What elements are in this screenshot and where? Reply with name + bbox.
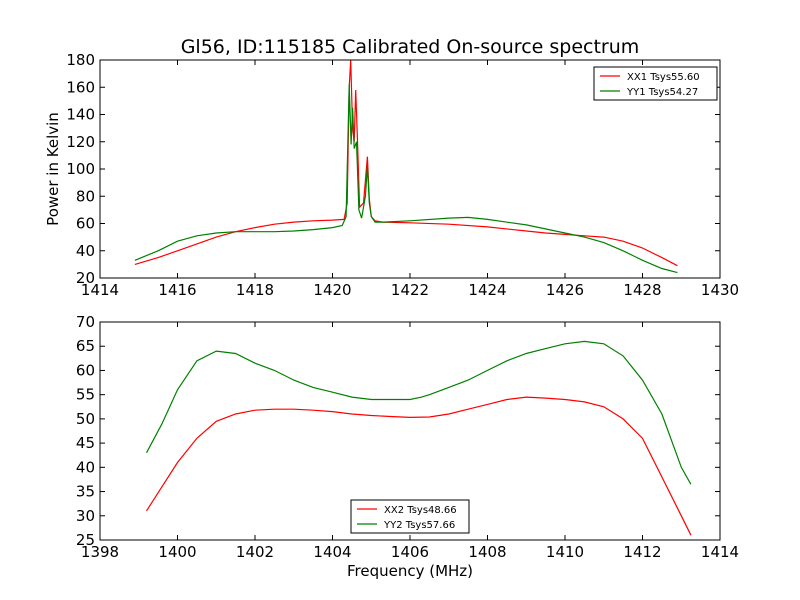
series-line-2-2 [145, 340, 692, 485]
legend-label: YY2 Tsys57.66 [383, 520, 455, 531]
top-spectrum-panel: 1414 1416 1418 1420 1422 1424 1426 1428 1430 20 40… [44, 51, 739, 299]
x-tick-label: 1420 [313, 281, 351, 299]
legend-box [350, 499, 470, 534]
legend-label: YY1 Tsys54.27 [626, 87, 698, 98]
y-axis-label: Power in Kelvin [44, 112, 62, 226]
y-tick-label: 60 [76, 215, 95, 233]
y-tick-label: 20 [76, 269, 95, 287]
y-tick-label: 160 [66, 78, 95, 96]
x-tick-label: 1406 [391, 543, 429, 561]
legend-label: XX1 Tsys55.60 [627, 72, 700, 83]
y-tick-label: 40 [76, 458, 95, 476]
x-tick-label: 1412 [623, 543, 661, 561]
y-tick-label: 65 [76, 337, 95, 355]
y-tick-label: 35 [76, 483, 95, 501]
x-tick-label: 1414 [81, 281, 119, 299]
series-line-1-2 [134, 84, 678, 274]
y-tick-label: 45 [76, 434, 95, 452]
x-tick-label: 1404 [313, 543, 351, 561]
series-line-2-1 [145, 396, 692, 536]
y-tick-label: 140 [66, 106, 95, 124]
y-tick-label: 180 [66, 51, 95, 69]
x-tick-label: 1430 [701, 281, 739, 299]
x-tick-label: 1400 [158, 543, 196, 561]
y-tick-label: 60 [76, 361, 95, 379]
series-line-1-1 [134, 60, 678, 267]
x-tick-label: 1398 [81, 543, 119, 561]
y-tick-label: 25 [76, 531, 95, 549]
x-tick-label: 1410 [546, 543, 584, 561]
x-tick-label: 1422 [391, 281, 429, 299]
x-tick-label: 1414 [701, 543, 739, 561]
x-tick-label: 1418 [236, 281, 274, 299]
y-tick-label: 70 [76, 313, 95, 331]
x-tick-label: 1426 [546, 281, 584, 299]
x-axis-label: Frequency (MHz) [347, 562, 473, 580]
figure-title: Gl56, ID:115185 Calibrated On-source spe… [181, 36, 640, 58]
legend-label: XX2 Tsys48.66 [384, 505, 457, 516]
x-tick-label: 1402 [236, 543, 274, 561]
x-tick-label: 1424 [468, 281, 506, 299]
x-tick-label: 1416 [158, 281, 196, 299]
bottom-spectrum-panel: 1398 1400 1402 1404 1406 1408 1410 1412 1414 25 30… [76, 313, 739, 580]
x-tick-label: 1408 [468, 543, 506, 561]
y-tick-label: 30 [76, 507, 95, 525]
y-tick-label: 40 [76, 242, 95, 260]
x-tick-label: 1428 [623, 281, 661, 299]
y-tick-label: 100 [66, 160, 95, 178]
y-tick-label: 50 [76, 410, 95, 428]
y-tick-label: 55 [76, 386, 95, 404]
y-tick-label: 80 [76, 187, 95, 205]
legend-box [593, 66, 718, 101]
y-tick-label: 120 [66, 133, 95, 151]
